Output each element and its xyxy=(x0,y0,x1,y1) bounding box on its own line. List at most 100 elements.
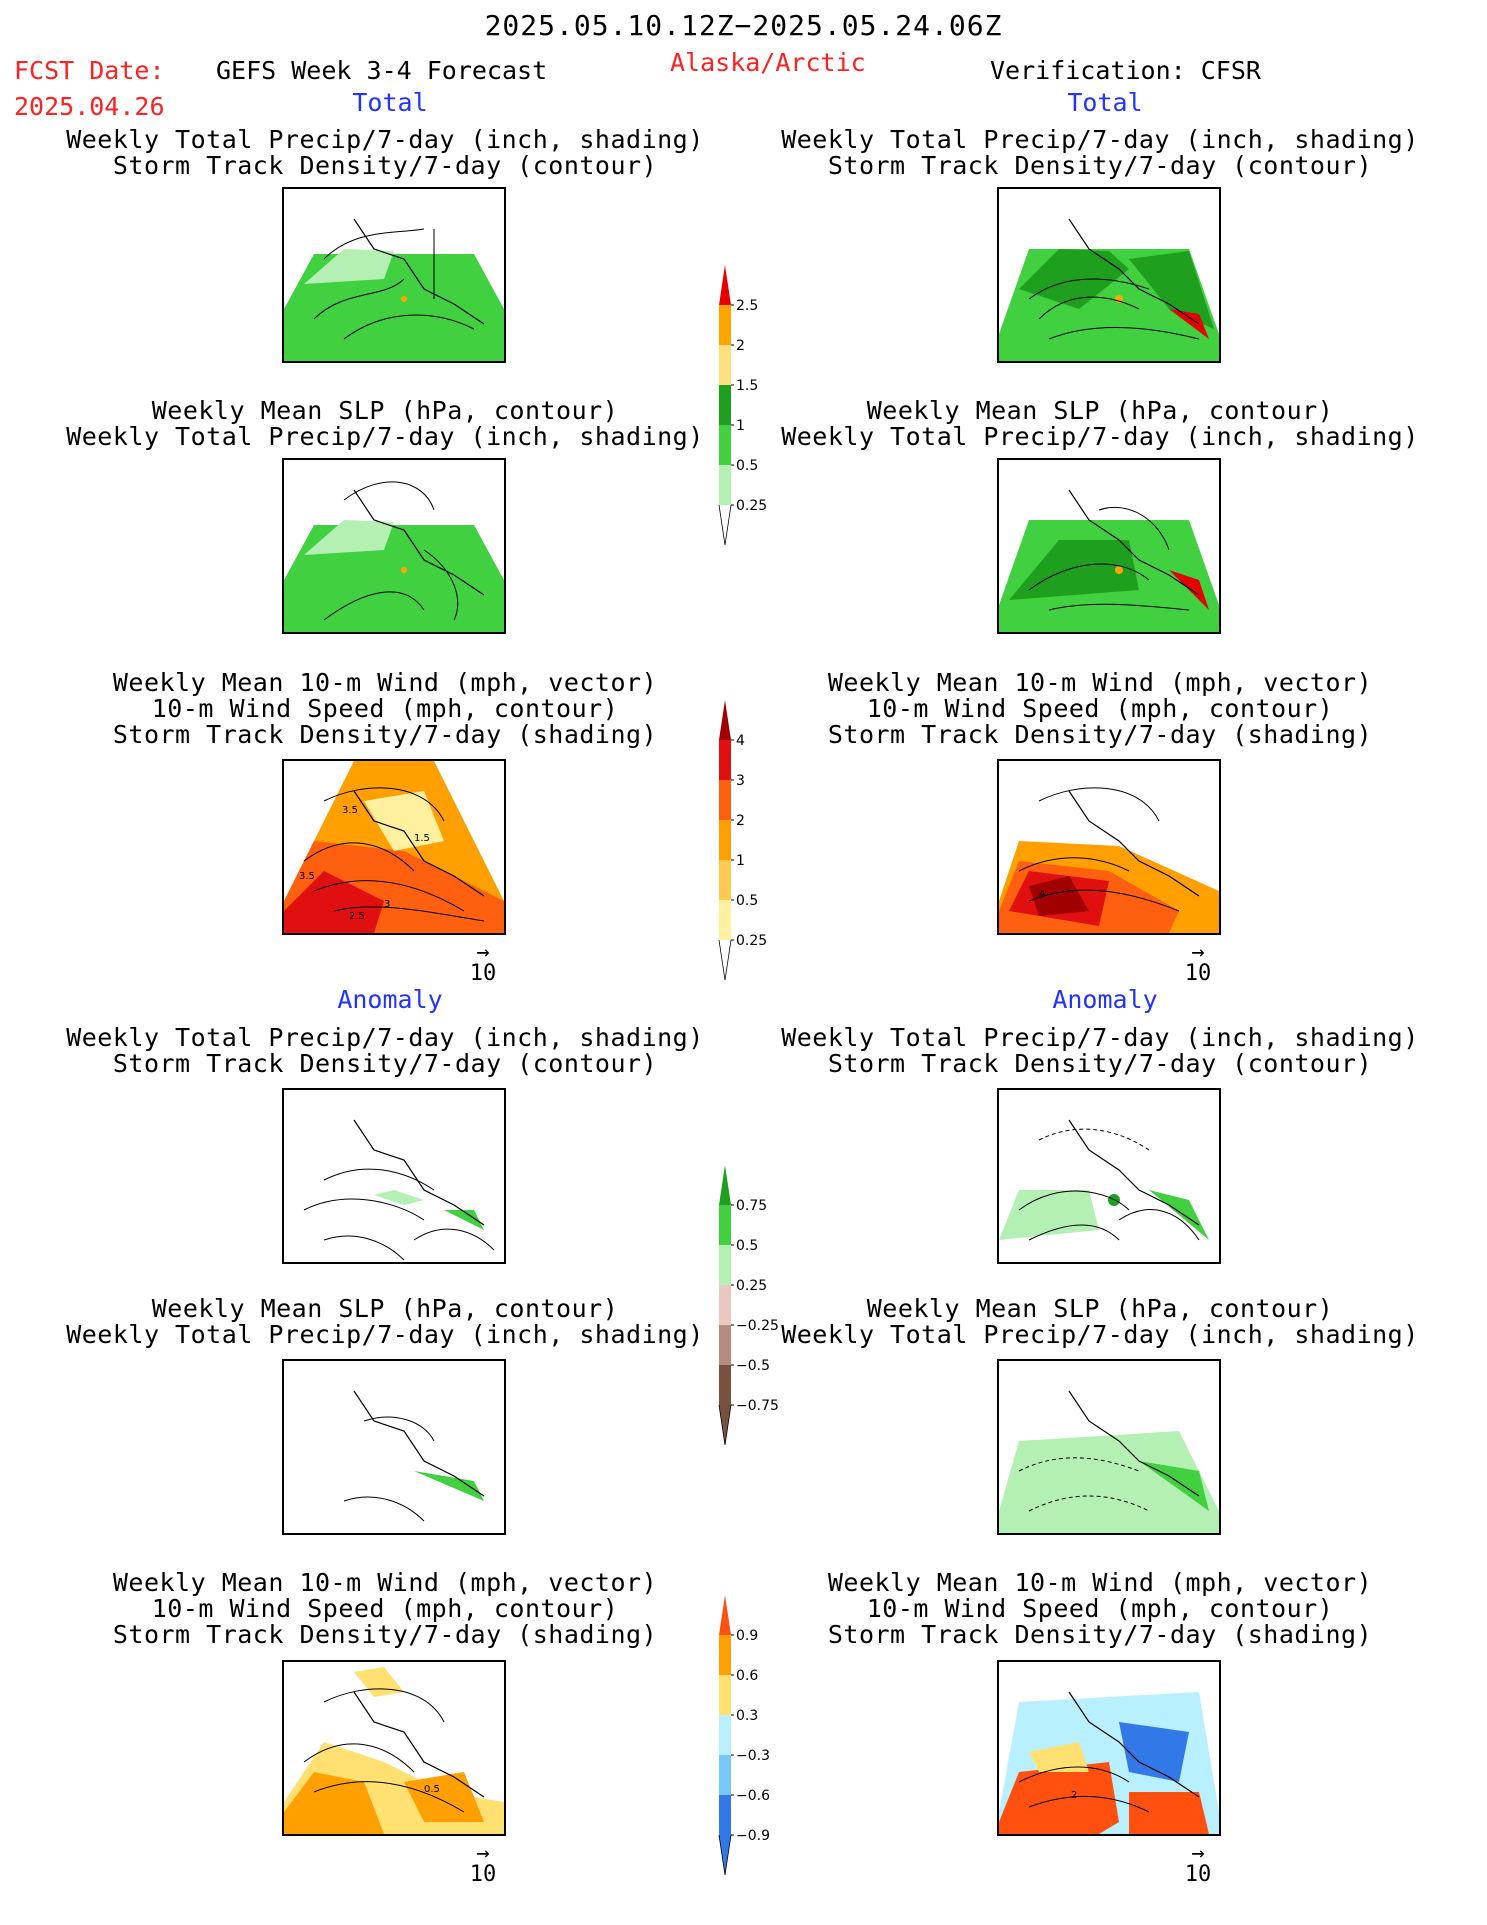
colorbar-total-storm-density: 4 3 2 1 0.5 0.25 xyxy=(718,700,767,981)
contour-label: 0.5 xyxy=(424,1784,440,1795)
colorbar-segment xyxy=(719,1595,731,1635)
colorbar-total-precip: 2.5 2 1.5 1 0.5 0.25 xyxy=(718,265,767,546)
panel-title-line: Weekly Mean 10-m Wind (mph, vector) xyxy=(112,1568,658,1597)
panel-title-line: Weekly Total Precip/7-day (inch, shading… xyxy=(66,125,704,154)
map-total-precip-storm-forecast xyxy=(282,187,506,363)
fcst-date-value: 2025.04.26 xyxy=(14,92,165,121)
colorbar-tick-label: 2 xyxy=(736,338,745,354)
colorbar-tick-label: 2.5 xyxy=(736,298,758,314)
panel-title-anom-slp-right: Weekly Mean SLP (hPa, contour) Weekly To… xyxy=(740,1296,1460,1348)
colorbar-segment xyxy=(718,504,732,546)
panel-title-line: 10-m Wind Speed (mph, contour) xyxy=(866,694,1334,723)
colorbar-segment xyxy=(718,939,732,981)
map-total-wind-storm-forecast: 3.5 1.5 3.5 2.5 3 xyxy=(282,759,506,935)
verification-title: Verification: CFSR xyxy=(990,56,1261,85)
colorbar-segment xyxy=(719,1635,731,1675)
panel-title-line: Storm Track Density/7-day (shading) xyxy=(827,720,1373,749)
colorbar-tick-label: −0.25 xyxy=(736,1318,779,1334)
section-anomaly-left: Anomaly xyxy=(337,985,443,1014)
panel-title-line: Weekly Mean SLP (hPa, contour) xyxy=(866,1294,1334,1323)
panel-title-line: Weekly Mean SLP (hPa, contour) xyxy=(866,396,1334,425)
colorbar-tick-label: 0.5 xyxy=(736,893,758,909)
date-range-title: 2025.05.10.12Z−2025.05.24.06Z xyxy=(484,9,1003,42)
panel-title-line: Weekly Total Precip/7-day (inch, shading… xyxy=(781,125,1419,154)
fcst-date-label: FCST Date: xyxy=(14,56,165,85)
wind-reference-right-total: → 10 xyxy=(1173,940,1223,987)
panel-title-total-wind-left: Weekly Mean 10-m Wind (mph, vector) 10-m… xyxy=(25,670,745,748)
colorbar-segment xyxy=(719,345,731,385)
colorbar-tick-label: 0.25 xyxy=(736,1278,767,1294)
panel-title-line: Weekly Total Precip/7-day (inch, shading… xyxy=(781,1023,1419,1052)
colorbar-tick-label: 0.6 xyxy=(736,1668,758,1684)
colorbar-segment xyxy=(719,820,731,860)
contour-label: 3.5 xyxy=(299,871,315,882)
panel-title-total-wind-right: Weekly Mean 10-m Wind (mph, vector) 10-m… xyxy=(740,670,1460,748)
colorbar-segment xyxy=(719,1165,731,1205)
colorbar-tick-label: 1.5 xyxy=(736,378,758,394)
arrow-right-icon: → xyxy=(1191,940,1205,965)
colorbar-tick-label: 0.5 xyxy=(736,1238,758,1254)
colorbar-segment xyxy=(719,425,731,465)
colorbar-segment xyxy=(719,1675,731,1715)
panel-title-line: 10-m Wind Speed (mph, contour) xyxy=(151,694,619,723)
panel-title-total-precip-left: Weekly Total Precip/7-day (inch, shading… xyxy=(25,127,745,179)
wind-reference-left-anomaly: → 10 xyxy=(458,1843,508,1888)
colorbar-tick-label: 4 xyxy=(736,733,745,749)
panel-title-anom-precip-left: Weekly Total Precip/7-day (inch, shading… xyxy=(25,1025,745,1077)
map-anom-wind-storm-forecast: 0.5 xyxy=(282,1660,506,1836)
colorbar-anom-precip: 0.75 0.5 0.25 −0.25 −0.5 −0.75 xyxy=(718,1165,779,1446)
contour-label: 3 xyxy=(384,899,390,910)
map-total-slp-precip-verification xyxy=(997,458,1221,634)
colorbar-segment xyxy=(719,780,731,820)
colorbar-segment xyxy=(719,1365,731,1405)
colorbar-tick-label: −0.5 xyxy=(736,1358,770,1374)
panel-title-line: Weekly Mean 10-m Wind (mph, vector) xyxy=(827,1568,1373,1597)
panel-title-line: Storm Track Density/7-day (contour) xyxy=(112,1049,658,1078)
map-anom-precip-storm-verification xyxy=(997,1088,1221,1264)
colorbar-tick-label: 2 xyxy=(736,813,745,829)
panel-title-line: Storm Track Density/7-day (shading) xyxy=(112,1620,658,1649)
panel-title-line: 10-m Wind Speed (mph, contour) xyxy=(866,1594,1334,1623)
colorbar-segment xyxy=(719,1285,731,1325)
colorbar-tick-label: 0.9 xyxy=(736,1628,758,1644)
panel-title-total-precip-right: Weekly Total Precip/7-day (inch, shading… xyxy=(740,127,1460,179)
contour-label: 1.5 xyxy=(414,833,430,844)
colorbar-segment xyxy=(718,1404,732,1446)
colorbar-segment xyxy=(719,1205,731,1245)
panel-title-line: Weekly Total Precip/7-day (inch, shading… xyxy=(66,422,704,451)
colorbar-tick-label: 0.3 xyxy=(736,1708,758,1724)
panel-title-line: Weekly Total Precip/7-day (inch, shading… xyxy=(781,422,1419,451)
colorbar-tick-label: 3 xyxy=(736,773,745,789)
panel-title-total-slp-left: Weekly Mean SLP (hPa, contour) Weekly To… xyxy=(25,398,745,450)
colorbar-segment xyxy=(719,465,731,505)
colorbar-tick-label: 0.5 xyxy=(736,458,758,474)
colorbar-segment xyxy=(719,900,731,940)
arrow-right-icon: → xyxy=(1191,1841,1205,1866)
panel-title-line: Weekly Mean SLP (hPa, contour) xyxy=(151,1294,619,1323)
map-anom-precip-storm-forecast xyxy=(282,1088,506,1264)
wind-reference-label: 10 xyxy=(469,961,497,986)
colorbar-segment xyxy=(718,1834,732,1876)
map-anom-slp-precip-forecast xyxy=(282,1359,506,1535)
map-total-precip-storm-verification xyxy=(997,187,1221,363)
colorbar-segment xyxy=(719,265,731,305)
wind-reference-left-total: → 10 xyxy=(458,942,508,987)
wind-reference-label: 10 xyxy=(1184,1862,1212,1887)
colorbar-tick-label: 0.75 xyxy=(736,1198,767,1214)
colorbar-tick-label: −0.6 xyxy=(736,1788,770,1804)
map-anom-wind-storm-verification: 2 xyxy=(997,1660,1221,1836)
section-total-left: Total xyxy=(352,88,428,117)
wind-reference-label: 10 xyxy=(1184,961,1212,986)
colorbar-segment xyxy=(719,740,731,780)
panel-title-line: Storm Track Density/7-day (contour) xyxy=(827,1049,1373,1078)
colorbar-tick-label: 1 xyxy=(736,418,745,434)
colorbar-segment xyxy=(719,1715,731,1755)
panel-title-line: Weekly Mean SLP (hPa, contour) xyxy=(151,396,619,425)
map-anom-slp-precip-verification xyxy=(997,1359,1221,1535)
section-anomaly-right: Anomaly xyxy=(1052,985,1158,1014)
model-title: GEFS Week 3-4 Forecast xyxy=(216,56,548,85)
panel-title-anom-wind-left: Weekly Mean 10-m Wind (mph, vector) 10-m… xyxy=(25,1570,745,1648)
colorbar-tick-label: 0.25 xyxy=(736,933,767,949)
panel-title-line: Storm Track Density/7-day (shading) xyxy=(112,720,658,749)
colorbar-tick-label: −0.9 xyxy=(736,1828,770,1844)
